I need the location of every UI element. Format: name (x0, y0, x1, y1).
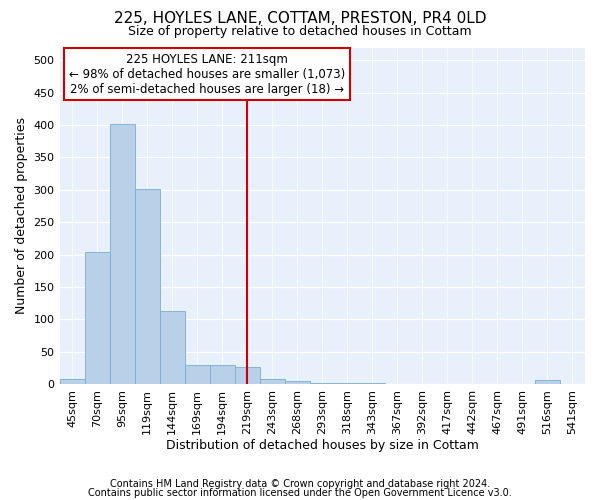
Bar (209, 364, 235, 384)
Bar (310, 382, 335, 384)
Bar (110, 124, 134, 384)
Bar (335, 382, 360, 384)
Bar (285, 380, 310, 384)
Text: 225 HOYLES LANE: 211sqm
← 98% of detached houses are smaller (1,073)
2% of semi-: 225 HOYLES LANE: 211sqm ← 98% of detache… (68, 52, 345, 96)
Bar (134, 188, 160, 384)
Bar (360, 382, 385, 384)
X-axis label: Distribution of detached houses by size in Cottam: Distribution of detached houses by size … (166, 440, 479, 452)
Text: Size of property relative to detached houses in Cottam: Size of property relative to detached ho… (128, 25, 472, 38)
Bar (160, 312, 185, 384)
Y-axis label: Number of detached properties: Number of detached properties (15, 117, 28, 314)
Text: Contains public sector information licensed under the Open Government Licence v3: Contains public sector information licen… (88, 488, 512, 498)
Text: Contains HM Land Registry data © Crown copyright and database right 2024.: Contains HM Land Registry data © Crown c… (110, 479, 490, 489)
Bar (235, 367, 260, 384)
Text: 225, HOYLES LANE, COTTAM, PRESTON, PR4 0LD: 225, HOYLES LANE, COTTAM, PRESTON, PR4 0… (114, 11, 486, 26)
Bar (59, 380, 85, 384)
Bar (260, 380, 285, 384)
Bar (535, 380, 560, 384)
Bar (185, 364, 209, 384)
Bar (85, 252, 110, 384)
